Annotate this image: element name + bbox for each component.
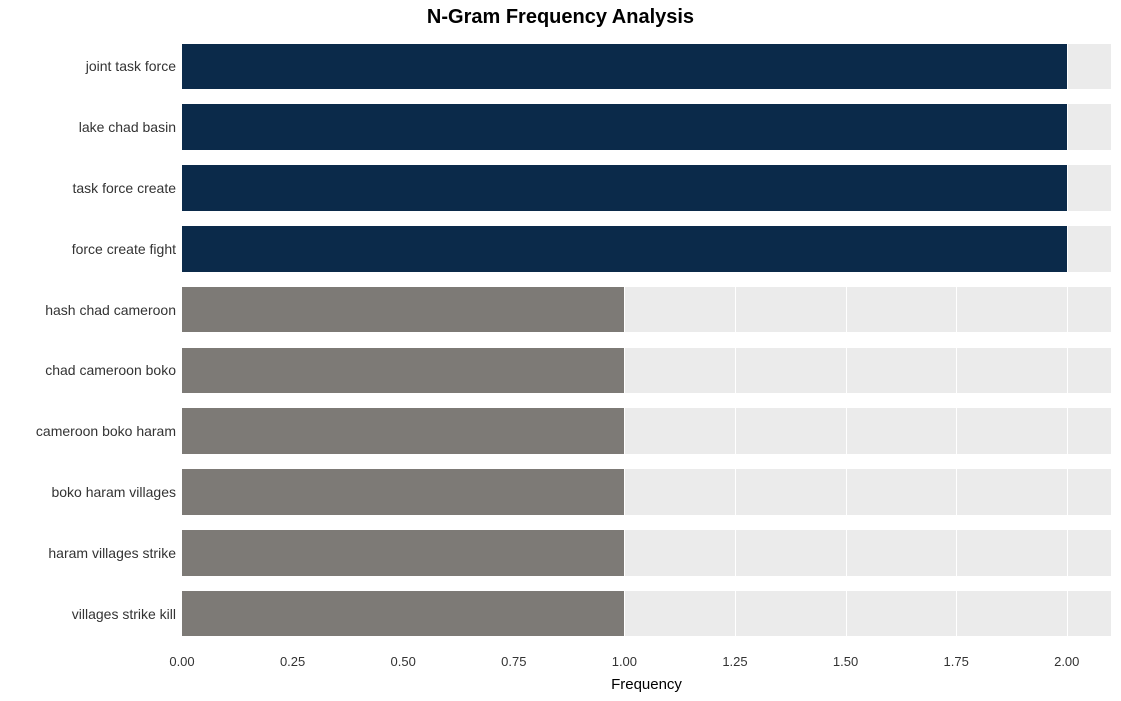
- y-axis-category-label: force create fight: [72, 241, 176, 257]
- x-axis-tick-label: 1.25: [722, 654, 747, 669]
- bar: [182, 469, 624, 515]
- y-axis-category-label: boko haram villages: [51, 484, 176, 500]
- y-axis-category-label: lake chad basin: [79, 119, 176, 135]
- x-axis-tick-label: 0.75: [501, 654, 526, 669]
- y-axis-category-label: hash chad cameroon: [45, 302, 176, 318]
- x-axis-tick-label: 2.00: [1054, 654, 1079, 669]
- y-axis-category-label: joint task force: [86, 58, 176, 74]
- y-axis-category-label: chad cameroon boko: [45, 362, 176, 378]
- y-axis-category-label: task force create: [73, 180, 177, 196]
- x-axis-tick-label: 0.00: [169, 654, 194, 669]
- bar: [182, 591, 624, 637]
- x-axis-tick-label: 1.75: [944, 654, 969, 669]
- y-axis-category-label: haram villages strike: [48, 545, 176, 561]
- y-axis-category-label: cameroon boko haram: [36, 423, 176, 439]
- bar: [182, 530, 624, 576]
- bar: [182, 44, 1067, 90]
- bar: [182, 165, 1067, 211]
- chart-title: N-Gram Frequency Analysis: [0, 6, 1121, 29]
- y-axis-category-label: villages strike kill: [72, 606, 176, 622]
- bar: [182, 226, 1067, 272]
- bar: [182, 348, 624, 394]
- plot-area: [182, 36, 1111, 644]
- gridline: [1067, 36, 1068, 644]
- x-axis-tick-label: 0.25: [280, 654, 305, 669]
- x-axis-tick-label: 1.50: [833, 654, 858, 669]
- chart-container: N-Gram Frequency Analysis Frequency join…: [0, 0, 1121, 701]
- x-axis-tick-label: 0.50: [391, 654, 416, 669]
- bar: [182, 408, 624, 454]
- bar: [182, 104, 1067, 150]
- bar: [182, 287, 624, 333]
- x-axis-label: Frequency: [182, 676, 1111, 693]
- x-axis-tick-label: 1.00: [612, 654, 637, 669]
